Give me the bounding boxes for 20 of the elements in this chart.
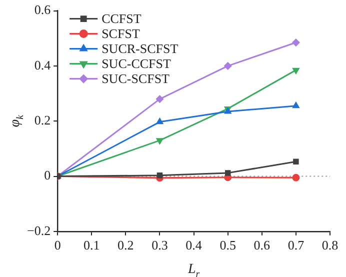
x-tick-label: 0.8 [322, 238, 338, 253]
y-tick-label: 0 [44, 168, 51, 183]
x-tick-label: 0.5 [220, 238, 236, 253]
y-tick-label: 0.4 [34, 57, 52, 72]
y-axis-title: φk [8, 114, 26, 128]
x-tick-label: 0.1 [84, 238, 100, 253]
y-tick-label: 0.6 [34, 2, 52, 18]
x-tick-label: 0.7 [288, 238, 305, 253]
legend-label: SUC-CCFST [102, 56, 171, 72]
x-tick-label: 0.4 [186, 238, 202, 253]
legend-label: SUC-SCFST [102, 71, 170, 86]
legend-label: SUCR-SCFST [102, 41, 178, 56]
x-tick-label: 0.6 [254, 238, 271, 253]
legend-label: CCFST [102, 11, 142, 26]
legend-label: SCFST [102, 26, 140, 42]
x-tick-label: 0.3 [152, 238, 168, 253]
x-tick-label: 0 [54, 238, 61, 253]
x-tick-label: 0.2 [118, 238, 134, 253]
y-tick-label: 0.2 [34, 112, 51, 128]
y-tick-label: −0.2 [26, 222, 51, 238]
